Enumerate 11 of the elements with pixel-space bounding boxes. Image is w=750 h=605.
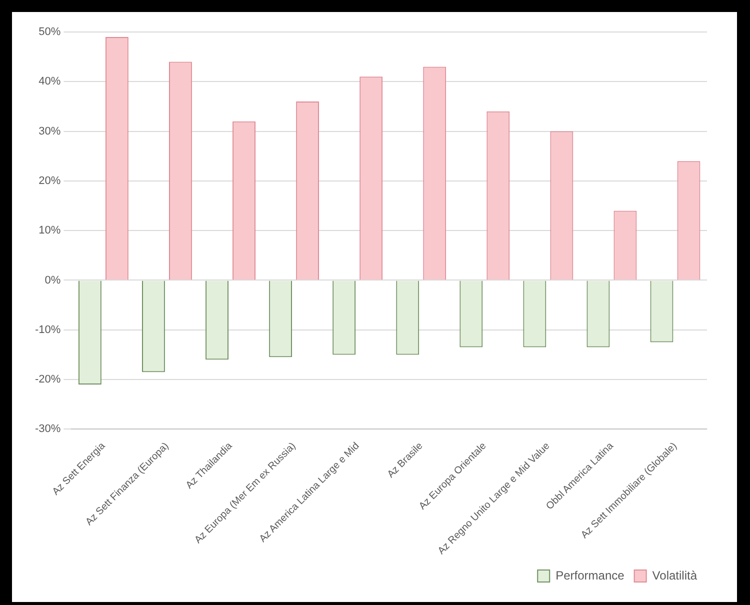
- y-tick-label: -20%: [34, 374, 61, 386]
- y-tick-label: 10%: [38, 224, 61, 237]
- y-tick-label: 50%: [38, 26, 61, 38]
- y-tick-label: 40%: [38, 76, 61, 88]
- y-tick-label: 0%: [44, 274, 61, 286]
- legend-label: Performance: [556, 568, 625, 582]
- y-tick-label: -10%: [34, 324, 61, 336]
- y-tick-label: -30%: [34, 423, 61, 436]
- y-tick-label: 30%: [38, 125, 61, 138]
- legend-label: Volatilità: [652, 568, 698, 582]
- y-tick-label: 20%: [38, 174, 61, 187]
